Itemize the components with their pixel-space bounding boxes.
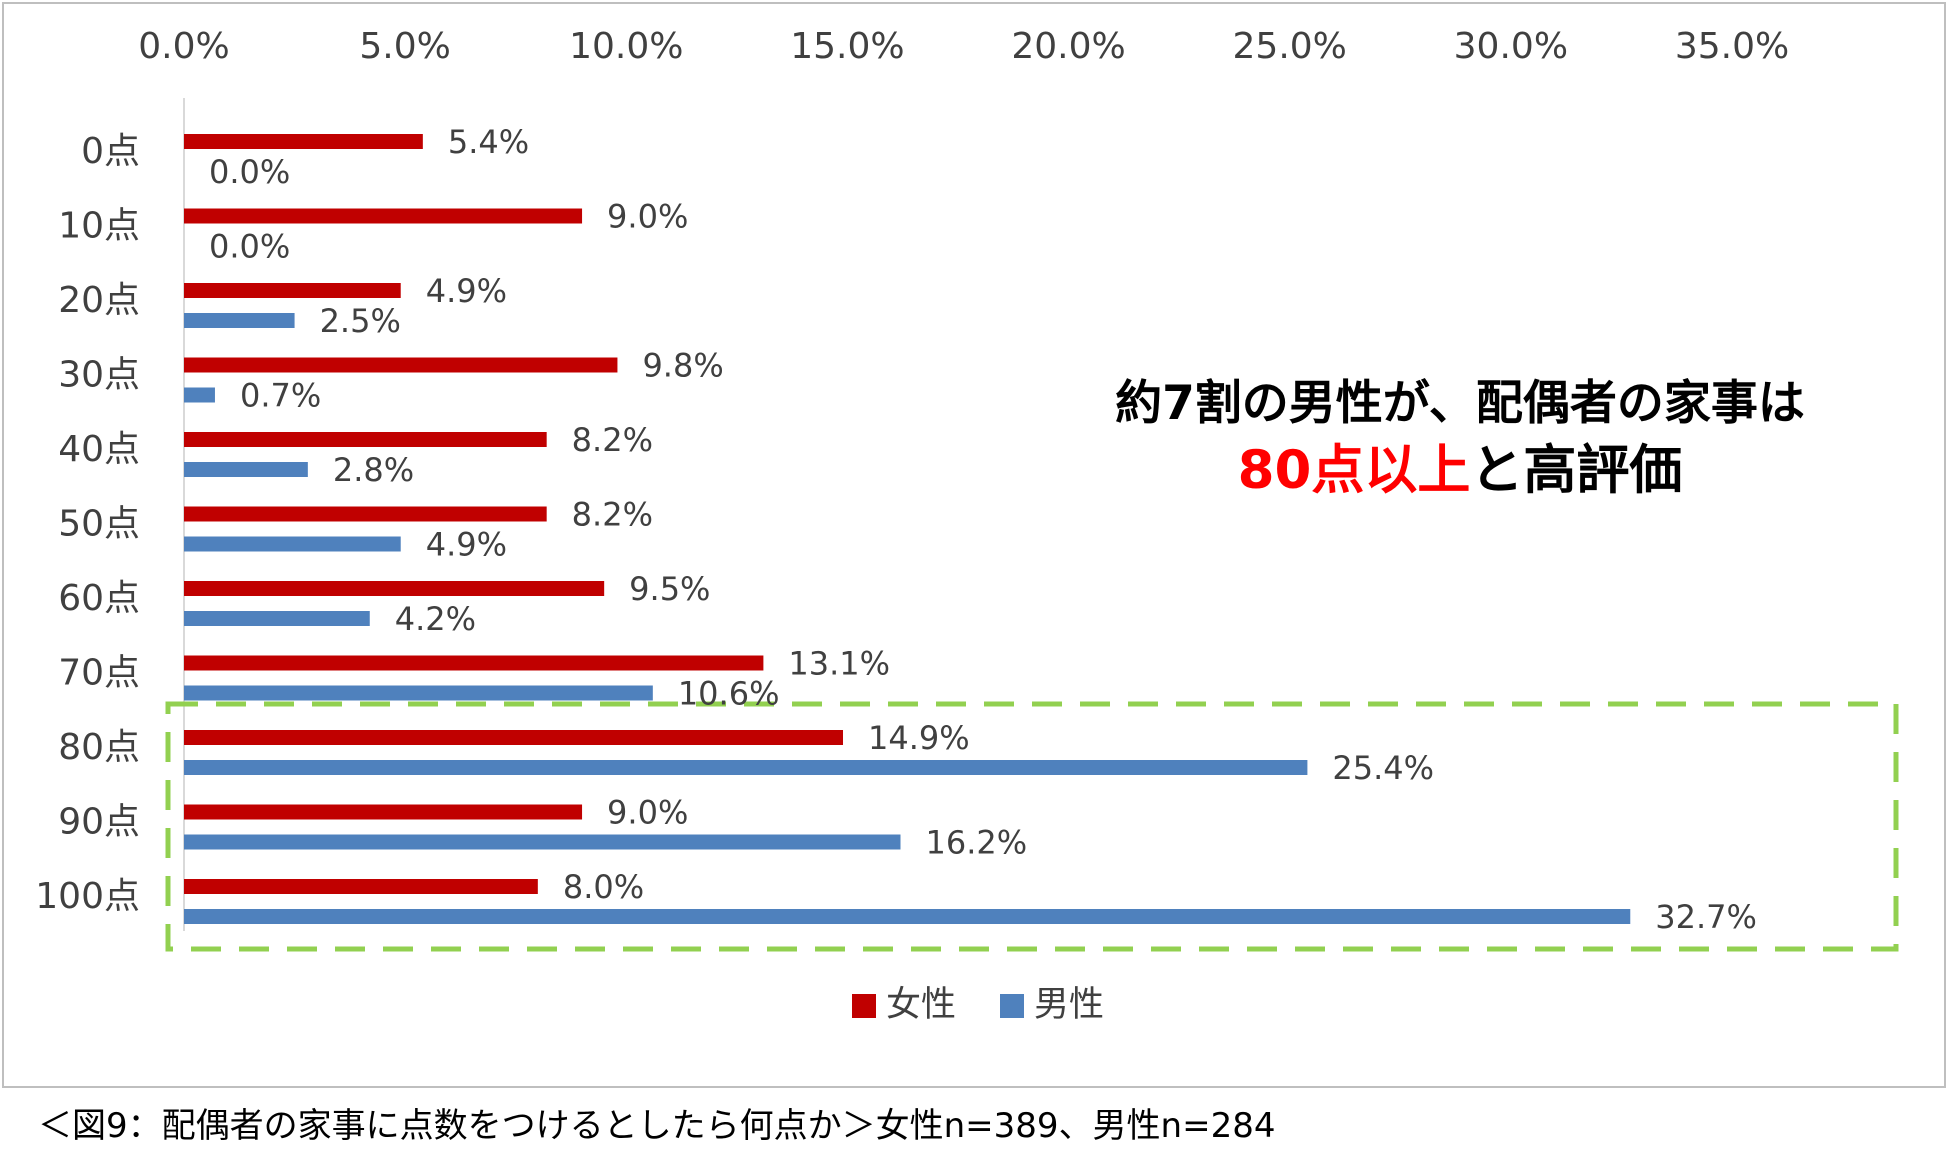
- bar-female: [184, 208, 583, 224]
- chart-frame: [2, 2, 1946, 1088]
- y-category-label: 50点: [58, 504, 140, 545]
- bar-female: [184, 357, 618, 373]
- legend-swatch: [852, 994, 876, 1018]
- legend-swatch: [1000, 994, 1024, 1018]
- x-tick-label: 35.0%: [1675, 26, 1789, 67]
- bar-male: [184, 685, 653, 701]
- annotation-line2: 80点以上と高評価: [1045, 436, 1875, 506]
- data-label-female: 9.0%: [607, 198, 688, 236]
- y-category-label: 40点: [58, 429, 140, 470]
- data-label-male: 16.2%: [926, 824, 1028, 862]
- data-label-male: 4.9%: [426, 526, 507, 564]
- data-label-female: 8.2%: [572, 421, 653, 459]
- data-label-male: 0.0%: [209, 228, 290, 266]
- x-tick-label: 0.0%: [138, 26, 229, 67]
- bar-female: [184, 804, 583, 820]
- x-tick-label: 30.0%: [1454, 26, 1568, 67]
- bar-male: [184, 909, 1631, 924]
- data-label-male: 4.2%: [395, 600, 476, 638]
- bar-chart: 0.0% 5.0% 10.0% 15.0% 20.0% 25.0% 30.0% 35.0% 0点…: [35, 26, 1899, 1025]
- bar-male: [184, 760, 1308, 775]
- data-label-male: 25.4%: [1332, 749, 1434, 787]
- annotation-line1: 約7割の男性が、配偶者の家事は: [1115, 376, 1805, 431]
- bar-female: [184, 283, 401, 298]
- annotation-callout: 約7割の男性が、配偶者の家事は 80点以上と高評価: [1045, 372, 1875, 506]
- y-category-label: 70点: [58, 653, 140, 694]
- x-tick-label: 15.0%: [790, 26, 904, 67]
- data-label-male: 0.0%: [209, 153, 290, 191]
- bar-female: [184, 655, 764, 671]
- legend-label: 男性: [1034, 985, 1104, 1025]
- data-label-male: 10.6%: [678, 675, 780, 713]
- data-label-female: 8.2%: [572, 496, 653, 534]
- data-label-female: 9.0%: [607, 794, 688, 832]
- y-category-label: 60点: [58, 578, 140, 619]
- y-category-label: 20点: [58, 280, 140, 321]
- y-category-label: 90点: [58, 802, 140, 843]
- bar-female: [184, 506, 547, 522]
- bar-male: [184, 462, 308, 477]
- data-label-male: 0.7%: [240, 377, 321, 415]
- x-tick-label: 25.0%: [1233, 26, 1347, 67]
- data-label-female: 4.9%: [426, 272, 507, 310]
- bar-male: [184, 536, 401, 552]
- data-label-male: 2.5%: [320, 302, 401, 340]
- bar-female: [184, 879, 538, 894]
- y-category-label: 30点: [58, 355, 140, 396]
- data-label-female: 9.8%: [642, 347, 723, 385]
- bar-male: [184, 313, 295, 328]
- bar-female: [184, 730, 844, 745]
- data-label-female: 5.4%: [448, 123, 529, 161]
- data-label-male: 32.7%: [1655, 898, 1757, 936]
- x-tick-label: 20.0%: [1011, 26, 1125, 67]
- data-label-female: 14.9%: [868, 719, 970, 757]
- data-label-female: 13.1%: [788, 645, 890, 683]
- bar-male: [184, 834, 901, 850]
- bar-male: [184, 611, 370, 626]
- y-category-label: 100点: [35, 876, 140, 917]
- x-tick-label: 10.0%: [569, 26, 683, 67]
- bar-female: [184, 581, 605, 596]
- data-label-male: 2.8%: [333, 451, 414, 489]
- data-label-female: 8.0%: [563, 868, 644, 906]
- annotation-highlight: 80点以上: [1237, 440, 1471, 501]
- bar-male: [184, 387, 215, 403]
- y-category-label: 10点: [58, 206, 140, 247]
- highlight-box: [165, 701, 1899, 952]
- bar-female: [184, 432, 547, 447]
- legend-label: 女性: [886, 985, 956, 1025]
- annotation-line2-rest: と高評価: [1470, 440, 1683, 501]
- figure-caption: ＜図9：配偶者の家事に点数をつけるとしたら何点か＞女性n=389、男性n=284: [38, 1106, 1276, 1146]
- x-tick-label: 5.0%: [359, 26, 450, 67]
- y-category-label: 0点: [81, 131, 140, 172]
- data-label-female: 9.5%: [629, 570, 710, 608]
- y-category-label: 80点: [58, 727, 140, 768]
- bar-female: [184, 134, 423, 149]
